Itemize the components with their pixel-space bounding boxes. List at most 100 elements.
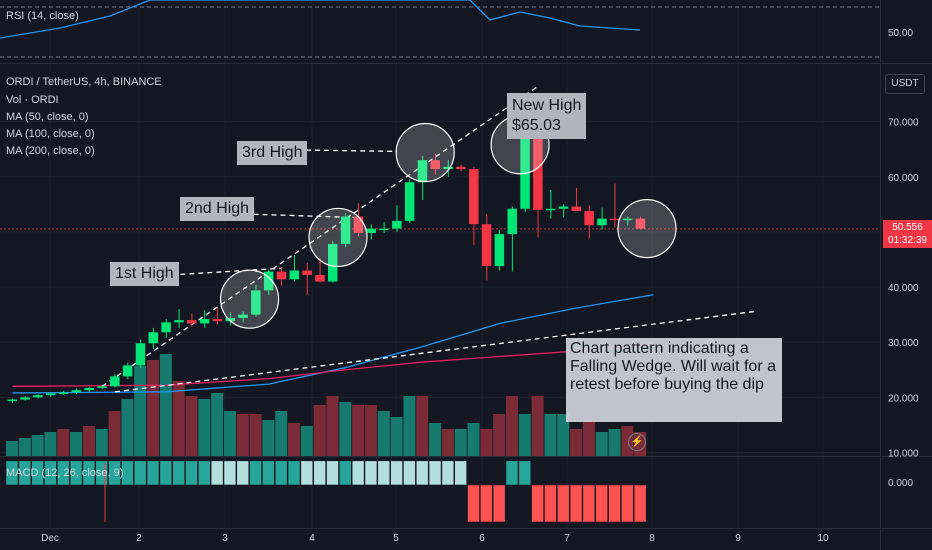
candle-body bbox=[251, 290, 261, 315]
ma200-legend[interactable]: MA (200, close, 0) bbox=[6, 145, 95, 157]
rsi-axis-label: 50.00 bbox=[888, 28, 913, 39]
candle-body bbox=[328, 244, 338, 282]
highlight-circle bbox=[617, 198, 677, 259]
volume-bar bbox=[121, 399, 134, 456]
macd-bar-positive bbox=[236, 460, 250, 486]
macd-bar-negative bbox=[608, 484, 621, 523]
first-high-label: 1st High bbox=[110, 262, 179, 286]
ma-line-0 bbox=[12, 294, 654, 394]
macd-bar-positive bbox=[18, 460, 32, 486]
ma-line-1 bbox=[12, 342, 654, 387]
candle-body bbox=[571, 206, 582, 211]
candle-body bbox=[97, 386, 107, 388]
highlight-circle bbox=[219, 269, 280, 329]
volume-bar bbox=[582, 420, 595, 456]
volume-bar bbox=[390, 417, 403, 456]
candle-body bbox=[33, 395, 43, 398]
time-tick-label: 10 bbox=[817, 533, 829, 544]
volume-bar bbox=[326, 396, 339, 456]
candle-body bbox=[584, 210, 594, 226]
macd-bar-negative bbox=[595, 484, 609, 523]
time-tick-label: 5 bbox=[393, 533, 399, 544]
symbol-title[interactable]: ORDI / TetherUS, 4h, BINANCE bbox=[6, 76, 162, 88]
macd-bar-positive bbox=[364, 460, 378, 486]
macd-bar-positive bbox=[339, 460, 352, 486]
macd-bar-positive bbox=[390, 460, 403, 486]
volume-bar bbox=[57, 429, 70, 456]
macd-bar-positive bbox=[5, 460, 19, 486]
candle-body bbox=[481, 224, 492, 267]
volume-bar bbox=[275, 411, 288, 456]
volume-bars bbox=[6, 354, 647, 456]
volume-bar bbox=[44, 432, 57, 456]
volume-bar bbox=[108, 411, 121, 456]
macd-bar-positive bbox=[31, 460, 44, 486]
candle-body bbox=[289, 270, 300, 280]
volume-bar bbox=[505, 396, 518, 456]
macd-bar-positive bbox=[44, 460, 57, 486]
volume-bar bbox=[595, 432, 608, 456]
volume-bar bbox=[377, 411, 390, 456]
candle-body bbox=[507, 208, 517, 235]
macd-bar-positive bbox=[505, 460, 519, 486]
candle-body bbox=[199, 319, 210, 324]
candle-body bbox=[379, 228, 389, 231]
macd-bar-positive bbox=[198, 460, 211, 486]
macd-bar-positive bbox=[403, 460, 416, 486]
macd-bar-positive bbox=[108, 460, 121, 486]
candle-body bbox=[135, 343, 146, 366]
macd-histogram bbox=[5, 460, 647, 523]
macd-bar-positive bbox=[377, 460, 391, 486]
macd-bar-negative bbox=[556, 484, 570, 523]
volume-bar bbox=[544, 414, 557, 456]
macd-bar-positive bbox=[159, 460, 173, 486]
volume-bar bbox=[518, 414, 531, 456]
volume-bar bbox=[185, 396, 198, 456]
time-tick-label: 6 bbox=[479, 533, 485, 544]
wedge-trend-line bbox=[101, 85, 539, 387]
candle-body bbox=[494, 234, 505, 267]
volume-bar bbox=[31, 435, 44, 456]
candle-body bbox=[45, 393, 56, 396]
macd-bar-positive bbox=[82, 460, 96, 486]
macd-legend[interactable]: MACD (12, 26, close, 9) bbox=[6, 467, 124, 479]
macd-bar-negative bbox=[531, 484, 544, 523]
ma50-legend[interactable]: MA (50, close, 0) bbox=[6, 111, 89, 123]
time-tick-label: 8 bbox=[649, 533, 655, 544]
candle-body bbox=[58, 392, 69, 394]
macd-bar-positive bbox=[428, 460, 442, 486]
candle-body bbox=[558, 206, 569, 209]
time-axis[interactable]: Dec 2 3 4 5 6 7 8 9 10 bbox=[41, 533, 829, 544]
moving-average-lines bbox=[12, 294, 654, 394]
time-tick-label: 2 bbox=[136, 533, 142, 544]
price-tick-label: 10.000 bbox=[888, 449, 919, 460]
time-tick-label: 9 bbox=[735, 533, 741, 544]
third-high-label: 3rd High bbox=[237, 141, 308, 165]
candle-body bbox=[84, 387, 94, 391]
new-high-label: New High $65.03 bbox=[507, 93, 587, 139]
high-connector-line bbox=[217, 212, 359, 219]
time-tick-label: 3 bbox=[222, 533, 228, 544]
macd-bar-positive bbox=[441, 460, 455, 486]
volume-bar bbox=[416, 396, 429, 456]
macd-bar-positive bbox=[287, 460, 301, 486]
macd-bar-positive bbox=[313, 460, 326, 486]
ma100-legend[interactable]: MA (100, close, 0) bbox=[6, 128, 95, 140]
new-high-price: $65.03 bbox=[512, 117, 561, 134]
volume-bar bbox=[223, 411, 236, 456]
candle-body bbox=[622, 218, 633, 221]
candle-body bbox=[225, 317, 235, 322]
time-tick-label: Dec bbox=[41, 533, 59, 544]
volume-bar bbox=[403, 396, 416, 456]
rsi-line bbox=[0, 0, 641, 39]
flash-icon[interactable]: ⚡ bbox=[628, 433, 646, 451]
macd-bar-positive bbox=[56, 460, 70, 486]
volume-legend[interactable]: Vol · ORDI bbox=[6, 94, 59, 106]
volume-bar bbox=[288, 423, 301, 456]
currency-button[interactable]: USDT bbox=[885, 74, 925, 94]
rsi-legend[interactable]: RSI (14, close) bbox=[6, 10, 79, 22]
volume-bar bbox=[429, 423, 442, 456]
macd-bar-positive bbox=[518, 460, 532, 486]
volume-bar bbox=[364, 405, 377, 456]
